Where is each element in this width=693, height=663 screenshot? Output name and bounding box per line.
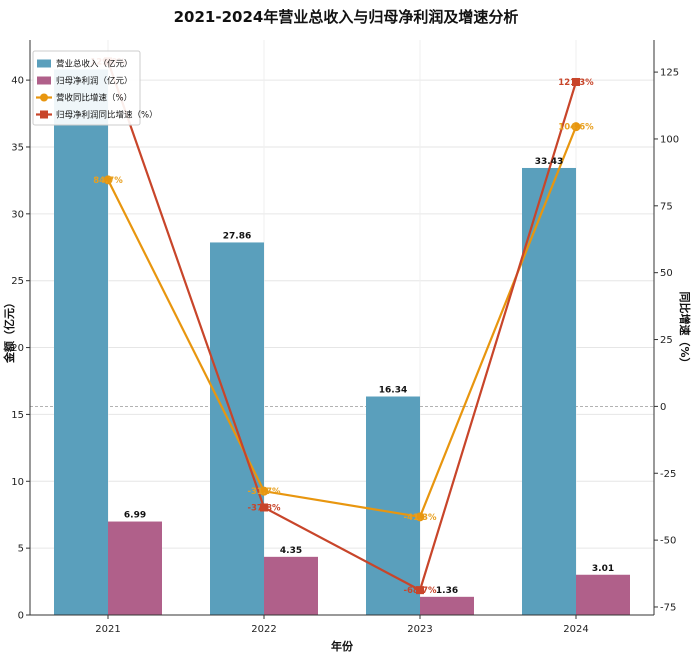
y2-tick-label: 25 [660, 335, 673, 346]
bar-revenue [522, 167, 576, 615]
legend-swatch [37, 59, 51, 68]
bar-label-net-profit: 3.01 [592, 564, 614, 574]
point-label-net-profit-growth: -68.7% [403, 586, 436, 596]
marker-net-profit-growth [416, 586, 424, 595]
legend-label: 营收同比增速（%） [56, 93, 132, 104]
bar-label-net-profit: 4.35 [280, 546, 302, 556]
y2-tick-label: 100 [660, 134, 679, 145]
legend-marker [40, 110, 48, 119]
point-label-net-profit-growth: 121.3% [558, 78, 594, 88]
x-tick-label: 2024 [563, 624, 588, 635]
legend-swatch [37, 76, 51, 85]
y-tick-label: 0 [18, 611, 24, 622]
bar-net-profit [264, 556, 318, 615]
bar-net-profit [576, 574, 630, 615]
legend-label: 归母净利润（亿元） [56, 76, 133, 87]
legend-marker [40, 93, 48, 102]
x-tick-label: 2023 [407, 624, 432, 635]
y-tick-label: 25 [11, 276, 24, 287]
marker-revenue-growth [103, 175, 113, 185]
marker-net-profit-growth [260, 503, 268, 512]
y-tick-label: 30 [11, 209, 24, 220]
y2-tick-label: 50 [660, 268, 673, 279]
y-tick-label: 40 [11, 76, 24, 87]
bar-revenue [366, 396, 420, 615]
marker-revenue-growth [415, 512, 425, 522]
x-axis-label: 年份 [331, 639, 354, 653]
y-tick-label: 20 [11, 343, 24, 354]
y2-tick-label: -50 [660, 536, 676, 547]
point-label-revenue-growth: 104.6% [558, 123, 594, 133]
line-revenue-growth [107, 126, 578, 519]
lines-layer [103, 57, 581, 595]
y-axis-label: 金额（亿元） [2, 297, 16, 364]
point-label-revenue-growth: -31.7% [247, 487, 280, 497]
legend-label: 营业总收入（亿元） [56, 59, 133, 70]
bar-revenue [54, 69, 108, 616]
y2-tick-label: 125 [660, 68, 679, 79]
legend: 营业总收入（亿元） 归母净利润（亿元） 营收同比增速（%） 归母净利润同比增速（%） [32, 50, 158, 126]
marker-net-profit-growth [572, 77, 580, 86]
legend-box [32, 50, 141, 126]
labels-layer: 6.99 27.86 4.35 16.34 1.36 33.43 3.01 84.7% -31.… [90, 57, 614, 596]
bar-label-net-profit: 6.99 [124, 511, 146, 521]
y-tick-label: 35 [11, 142, 24, 153]
line-net-profit-growth [106, 61, 578, 592]
point-label-net-profit-growth: -37.8% [247, 503, 280, 513]
y2-tick-label: 0 [660, 402, 666, 413]
y2-tick-label: -25 [660, 469, 676, 480]
y2-axis-label: 同比增速（%） [678, 291, 692, 368]
marker-revenue-growth [571, 122, 581, 132]
bar-label-revenue: 33.43 [535, 157, 563, 167]
bars-layer [54, 69, 630, 616]
point-label-revenue-growth: -41.3% [403, 513, 436, 523]
axes-layer: 0 5 10 15 20 25 30 35 40 -75 -50 -25 0 25 50 75 100 125 20… [11, 40, 679, 635]
y-tick-label: 5 [18, 544, 24, 555]
chart-title: 2021-2024年营业总收入与归母净利润及增速分析 [174, 8, 519, 26]
y2-tick-label: -75 [660, 602, 676, 613]
y-tick-label: 10 [11, 477, 24, 488]
bar-label-net-profit: 1.36 [436, 586, 458, 596]
bar-label-revenue: 16.34 [379, 386, 407, 396]
legend-label: 归母净利润同比增速（%） [56, 110, 158, 121]
bar-net-profit [108, 521, 162, 615]
x-tick-label: 2021 [95, 624, 120, 635]
y2-tick-label: 75 [660, 201, 673, 212]
x-tick-label: 2022 [251, 624, 276, 635]
marker-revenue-growth [259, 486, 269, 496]
point-label-revenue-growth: 84.7% [93, 176, 123, 186]
bar-net-profit [420, 596, 474, 615]
y-tick-label: 15 [11, 410, 24, 421]
bar-label-revenue: 27.86 [223, 231, 251, 241]
